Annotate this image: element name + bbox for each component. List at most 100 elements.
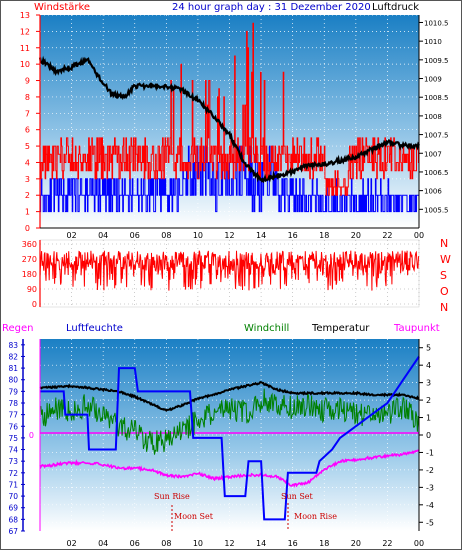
humidity-tick-label: 67 xyxy=(8,527,18,536)
x-tick-label: 04 xyxy=(98,539,108,548)
compass-label: N xyxy=(440,237,448,250)
wind-tick-label: 3 xyxy=(25,175,30,184)
direction-tick-label: 90 xyxy=(27,285,37,294)
x-tick-label: 14 xyxy=(256,231,266,240)
x-tick-label: 10 xyxy=(193,539,203,548)
x-tick-label: 04 xyxy=(98,231,108,240)
temperature-tick-label: -1 xyxy=(426,448,434,457)
pressure-axis-title: Luftdruck xyxy=(372,2,419,13)
x-tick-label: 18 xyxy=(319,231,329,240)
humidity-tick-label: 73 xyxy=(8,457,18,466)
humidity-tick-label: 74 xyxy=(8,446,18,455)
temperature-tick-label: 2 xyxy=(426,396,431,405)
compass-label: O xyxy=(440,285,449,298)
humidity-tick-label: 69 xyxy=(8,504,18,513)
direction-tick-label: 360 xyxy=(22,240,37,249)
humidity-tick-label: 75 xyxy=(8,434,18,443)
temperature-tick-label: -3 xyxy=(426,483,434,492)
wind-tick-label: 12 xyxy=(20,27,30,36)
x-tick-label: 22 xyxy=(382,539,392,548)
sun-rise-label: Sun Rise xyxy=(154,492,190,501)
x-tick-label: 20 xyxy=(351,231,361,240)
temperature-series-line xyxy=(39,381,420,413)
temperature-tick-label: 3 xyxy=(426,379,431,388)
temperature-tick-label: -5 xyxy=(426,518,434,527)
pressure-tick-label: 1005.5 xyxy=(424,206,449,214)
x-tick-label: 02 xyxy=(66,539,76,548)
wind-tick-label: 4 xyxy=(25,158,30,167)
x-tick-label: 12 xyxy=(224,231,234,240)
temperature-tick-label: 4 xyxy=(426,361,431,370)
wind-tick-label: 11 xyxy=(20,44,30,53)
humidity-tick-label: 77 xyxy=(8,411,18,420)
dewpoint-series-line xyxy=(39,449,420,488)
temperature-tick-label: 5 xyxy=(426,344,431,353)
humidity-tick-label: 71 xyxy=(8,480,18,489)
compass-label: W xyxy=(440,253,451,266)
x-tick-label: 10 xyxy=(193,231,203,240)
dewpoint-label: Taupunkt xyxy=(393,323,440,334)
moon-set-label: Moon Set xyxy=(174,512,214,521)
wind-direction-line xyxy=(39,250,420,291)
x-tick-label: 18 xyxy=(319,539,329,548)
temperature-tick-label: 0 xyxy=(426,431,431,440)
temperature-label: Temperatur xyxy=(311,323,370,334)
temperature-tick-label: -2 xyxy=(426,466,434,475)
x-tick-label: 12 xyxy=(224,539,234,548)
pressure-tick-label: 1008.5 xyxy=(424,94,449,102)
x-tick-label: 14 xyxy=(256,539,266,548)
humidity-tick-label: 79 xyxy=(8,387,18,396)
humidity-tick-label: 80 xyxy=(8,376,18,385)
windchill-series-line xyxy=(39,388,420,455)
moon-rise-label: Moon Rise xyxy=(294,512,337,521)
humidity-tick-label: 76 xyxy=(8,422,18,431)
compass-label: N xyxy=(440,301,448,314)
wind-tick-label: 7 xyxy=(25,109,30,118)
wind-tick-label: 13 xyxy=(20,11,30,20)
wind-tick-label: 0 xyxy=(25,224,30,233)
direction-tick-label: 180 xyxy=(22,270,37,279)
wind-tick-label: 8 xyxy=(25,93,30,102)
x-tick-label: 22 xyxy=(382,231,392,240)
pressure-tick-label: 1006 xyxy=(424,188,442,196)
pressure-tick-label: 1010.5 xyxy=(424,19,449,27)
chart-title: 24 hour graph day : 31 Dezember 2020 xyxy=(172,2,371,13)
humidity-tick-label: 83 xyxy=(8,341,18,350)
temperature-tick-label: 1 xyxy=(426,414,431,423)
direction-tick-label: 270 xyxy=(22,255,37,264)
temperature-tick-label: -4 xyxy=(426,501,434,510)
wind-tick-label: 9 xyxy=(25,77,30,86)
rain-label: Regen xyxy=(2,323,34,334)
pressure-tick-label: 1009.5 xyxy=(424,57,449,65)
wind-tick-label: 6 xyxy=(25,126,30,135)
wind-tick-label: 1 xyxy=(25,208,30,217)
x-tick-label: 16 xyxy=(288,539,298,548)
x-tick-label: 00 xyxy=(414,231,424,240)
sun-set-label: Sun Set xyxy=(281,492,314,501)
windchill-label: Windchill xyxy=(244,323,289,334)
wind-tick-label: 2 xyxy=(25,191,30,200)
direction-tick-label: 0 xyxy=(32,300,37,309)
pressure-tick-label: 1007 xyxy=(424,150,442,158)
wind-trace xyxy=(39,22,420,196)
humidity-tick-label: 82 xyxy=(8,352,18,361)
compass-label: S xyxy=(440,269,447,282)
humidity-tick-label: 78 xyxy=(8,399,18,408)
humidity-tick-label: 68 xyxy=(8,515,18,524)
pressure-tick-label: 1010 xyxy=(424,38,442,46)
pressure-tick-label: 1006.5 xyxy=(424,169,449,177)
humidity-tick-label: 72 xyxy=(8,469,18,478)
pressure-tick-label: 1007.5 xyxy=(424,132,449,140)
x-tick-label: 08 xyxy=(161,539,171,548)
humidity-series-line xyxy=(40,355,420,521)
pressure-tick-label: 1008 xyxy=(424,113,442,121)
x-tick-label: 20 xyxy=(351,539,361,548)
wind-axis-title: Windstärke xyxy=(34,2,90,13)
wind-tick-label: 10 xyxy=(20,60,30,69)
humidity-tick-label: 81 xyxy=(8,364,18,373)
x-tick-label: 02 xyxy=(66,231,76,240)
humidity-tick-label: 70 xyxy=(8,492,18,501)
x-tick-label: 00 xyxy=(414,539,424,548)
wind-tick-label: 5 xyxy=(25,142,30,151)
